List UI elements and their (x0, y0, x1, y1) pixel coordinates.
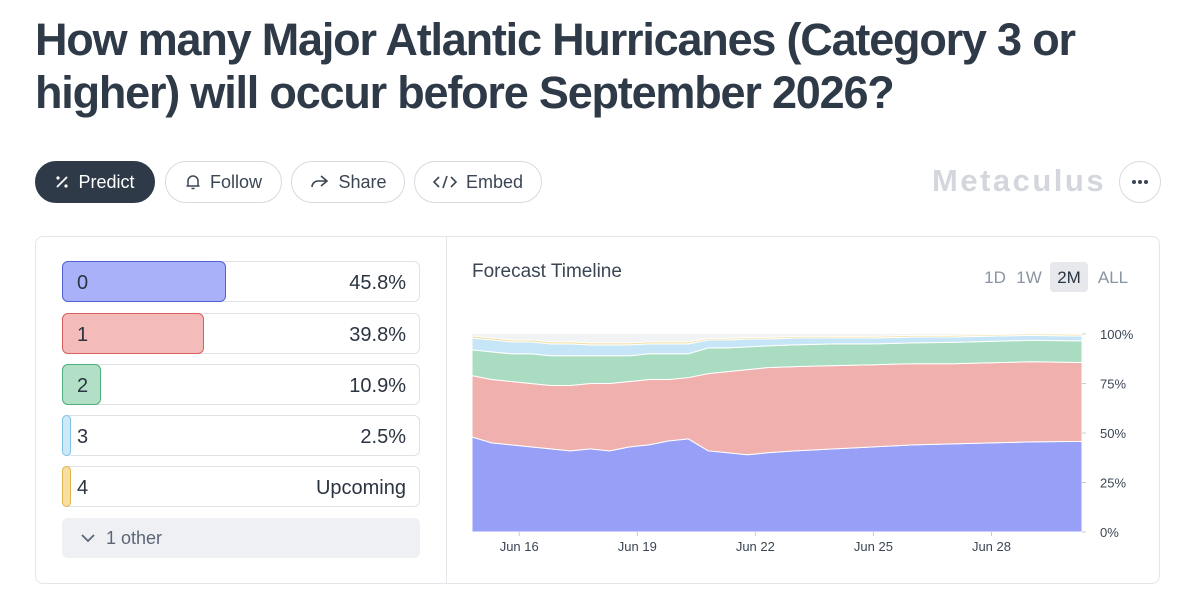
option-bar-stub (62, 466, 71, 507)
forecast-chart: Forecast Timeline 1D 1W 2M ALL 0% 25% 50% 75% 10… (471, 261, 1134, 554)
range-option: ALL (1098, 268, 1128, 287)
stacked-area (471, 333, 1083, 346)
option-row: 45.8% 0 (62, 261, 420, 302)
option-label: 2 (77, 375, 89, 397)
range-active-bg (1050, 262, 1088, 292)
option-status: Upcoming (315, 477, 406, 499)
option-bar (62, 415, 71, 456)
question-title: higher) will occur before September 2026… (35, 67, 895, 118)
share-icon (311, 175, 329, 188)
option-bar (62, 261, 226, 302)
percent-icon (56, 176, 69, 188)
button-label: Embed (465, 171, 524, 192)
y-tick-label: 75% (1100, 377, 1126, 392)
option-value: 39.8% (349, 324, 406, 346)
x-tick-label: Jun 19 (618, 539, 657, 554)
x-tick-label: Jun 22 (736, 539, 775, 554)
option-row: 39.8% 1 (62, 313, 420, 354)
button-label: Predict (78, 171, 135, 192)
option-label: 0 (77, 272, 89, 294)
show-more-label: 1 other (106, 527, 163, 548)
embed-button[interactable]: Embed (414, 161, 542, 203)
chevron-icon (81, 534, 95, 543)
button-label: Follow (209, 171, 262, 192)
divider (446, 236, 447, 584)
predict-button[interactable]: Predict (35, 161, 155, 203)
x-tick-label: Jun 28 (972, 539, 1011, 554)
chart-title: Forecast Timeline (472, 261, 622, 282)
question-card (35, 236, 1160, 584)
range-option: 1W (1016, 268, 1042, 287)
option-row: Upcoming 4 (62, 466, 420, 507)
option-bar (62, 364, 102, 405)
show-more[interactable]: 1 other (62, 518, 420, 558)
option-bar (62, 313, 205, 354)
option-label: 1 (77, 324, 89, 346)
question-title: How many Major Atlantic Hurricanes (Cate… (35, 14, 1076, 65)
option-row: 2.5% 3 (62, 415, 420, 456)
option-value: 10.9% (349, 375, 406, 397)
brand-logo: Metaculus (932, 163, 1107, 198)
y-tick-label: 0% (1100, 525, 1119, 540)
range-option: 2M (1057, 268, 1081, 287)
y-tick-label: 25% (1100, 476, 1126, 491)
more-button[interactable] (1119, 161, 1161, 203)
y-tick-label: 100% (1100, 327, 1134, 342)
button-label: Share (338, 171, 387, 192)
y-tick-label: 50% (1100, 426, 1126, 441)
bell-icon (186, 175, 200, 190)
dots-icon (1132, 180, 1148, 184)
option-label: 4 (77, 477, 89, 499)
share-button[interactable]: Share (291, 161, 405, 203)
range-option: 1D (984, 268, 1006, 287)
option-row: 10.9% 2 (62, 364, 420, 405)
x-tick-label: Jun 16 (500, 539, 539, 554)
code-icon (432, 175, 457, 189)
option-label: 3 (77, 426, 89, 448)
x-tick-label: Jun 25 (854, 539, 893, 554)
follow-button[interactable]: Follow (165, 161, 282, 203)
option-value: 45.8% (349, 272, 406, 294)
option-value: 2.5% (360, 426, 406, 448)
